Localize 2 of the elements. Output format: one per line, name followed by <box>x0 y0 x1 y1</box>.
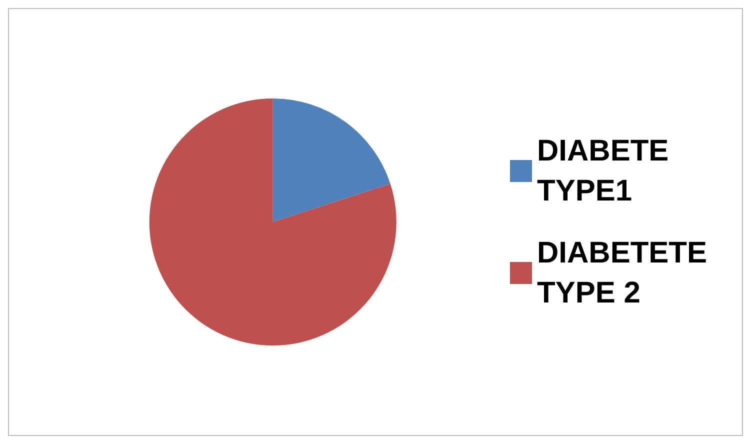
legend-label: DIABETE TYPE1 <box>537 134 678 208</box>
legend-label: DIABETETE TYPE 2 <box>537 236 716 310</box>
